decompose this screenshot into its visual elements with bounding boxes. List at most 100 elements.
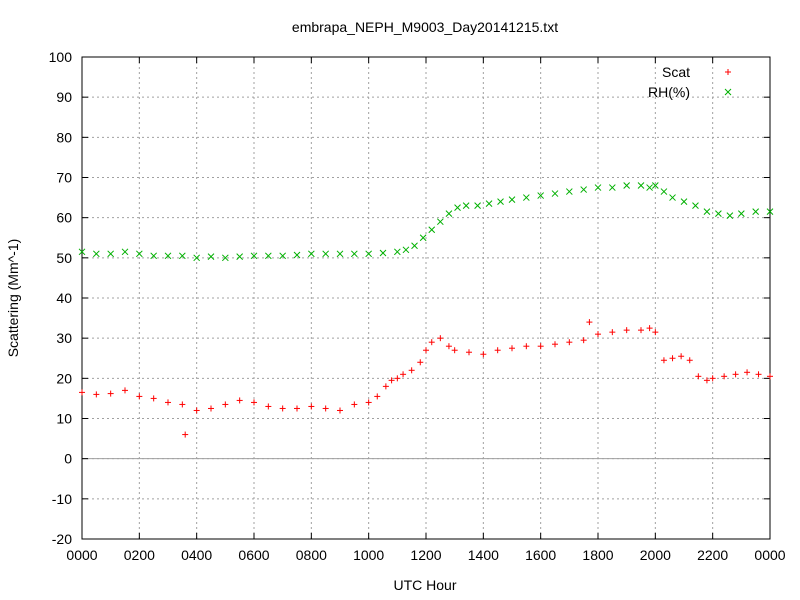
legend-marker-symbol bbox=[724, 88, 732, 96]
y-tick-label: 70 bbox=[56, 170, 72, 186]
y-tick-label: 30 bbox=[56, 330, 72, 346]
marker-stroke bbox=[692, 202, 699, 209]
data-point bbox=[692, 202, 699, 209]
data-point bbox=[208, 405, 214, 412]
marker-stroke bbox=[580, 186, 588, 193]
data-point bbox=[566, 339, 573, 346]
data-point bbox=[221, 254, 229, 262]
data-point bbox=[351, 401, 358, 408]
x-tick-label: 0800 bbox=[296, 547, 327, 563]
marker-stroke bbox=[715, 210, 722, 218]
x-tick-label: 2200 bbox=[697, 547, 728, 563]
axis-ticks bbox=[81, 56, 771, 540]
data-point bbox=[279, 405, 286, 412]
marker-stroke bbox=[623, 182, 631, 189]
data-point bbox=[236, 253, 244, 260]
data-point bbox=[308, 403, 315, 410]
data-point bbox=[552, 341, 558, 348]
data-point bbox=[164, 252, 172, 260]
data-point bbox=[322, 250, 330, 258]
x-tick-label: 1800 bbox=[582, 547, 613, 563]
data-point bbox=[150, 252, 158, 260]
marker-stroke bbox=[522, 194, 530, 201]
legend-marker-scat bbox=[725, 69, 731, 75]
marker-stroke bbox=[419, 234, 427, 242]
data-point bbox=[394, 375, 401, 382]
x-tick-label: 1200 bbox=[410, 547, 441, 563]
data-point bbox=[382, 383, 389, 390]
marker-stroke bbox=[508, 196, 516, 203]
marker-stroke bbox=[646, 184, 653, 191]
marker-stroke bbox=[164, 252, 172, 260]
data-point bbox=[437, 335, 444, 342]
data-point bbox=[428, 339, 435, 346]
marker-stroke bbox=[193, 254, 201, 262]
marker-stroke bbox=[637, 182, 645, 189]
data-point bbox=[732, 371, 739, 378]
y-axis-tick-labels: -20 -10 0 10 20 30 40 50 60 70 80 90 100 bbox=[49, 49, 73, 547]
marker-stroke bbox=[660, 188, 668, 195]
marker-stroke bbox=[402, 246, 410, 254]
data-point bbox=[428, 226, 436, 234]
x-tick-label: 0400 bbox=[181, 547, 212, 563]
marker-stroke bbox=[279, 252, 287, 260]
data-point bbox=[322, 405, 329, 412]
data-point bbox=[737, 210, 745, 218]
x-tick-label: 1000 bbox=[353, 547, 384, 563]
data-point bbox=[408, 367, 415, 374]
data-point bbox=[565, 188, 573, 195]
marker-stroke bbox=[428, 226, 436, 234]
y-axis-label: Scattering (Mm^-1) bbox=[5, 239, 21, 358]
data-point bbox=[755, 371, 762, 378]
data-point bbox=[709, 375, 716, 382]
marker-stroke bbox=[565, 188, 573, 195]
data-point bbox=[107, 250, 115, 258]
data-point bbox=[107, 390, 114, 397]
y-tick-label: 0 bbox=[64, 451, 72, 467]
data-point bbox=[537, 343, 544, 350]
data-point bbox=[454, 204, 461, 211]
marker-stroke bbox=[150, 252, 158, 260]
data-point bbox=[179, 401, 186, 408]
data-point bbox=[669, 355, 676, 362]
marker-stroke bbox=[307, 250, 315, 258]
data-point bbox=[307, 250, 315, 258]
series-scat bbox=[79, 319, 773, 438]
data-point bbox=[695, 373, 702, 380]
data-point bbox=[445, 343, 452, 350]
legend-marker-rh bbox=[724, 88, 732, 96]
data-point bbox=[374, 393, 381, 400]
x-tick-label: 1400 bbox=[468, 547, 499, 563]
data-point bbox=[264, 252, 272, 260]
x-axis-tick-labels: 0000 0200 0400 0600 0800 1000 1200 1400 1600 1800… bbox=[66, 547, 785, 563]
marker-stroke bbox=[236, 253, 244, 260]
legend-marker-symbol bbox=[725, 69, 731, 75]
data-point bbox=[251, 399, 257, 406]
marker-stroke bbox=[724, 88, 732, 96]
marker-stroke bbox=[365, 250, 373, 258]
marker-stroke bbox=[537, 192, 545, 199]
marker-stroke bbox=[551, 190, 559, 197]
x-tick-label: 0000 bbox=[66, 547, 97, 563]
data-point bbox=[466, 349, 472, 356]
data-point bbox=[522, 194, 530, 201]
legend-entry-scat: Scat bbox=[662, 64, 731, 80]
marker-stroke bbox=[726, 212, 734, 220]
marker-stroke bbox=[462, 202, 470, 209]
x-tick-label: 1600 bbox=[525, 547, 556, 563]
data-point bbox=[122, 387, 128, 394]
data-point bbox=[92, 250, 100, 258]
data-point bbox=[646, 184, 653, 191]
data-point bbox=[669, 194, 676, 201]
marker-stroke bbox=[250, 252, 258, 260]
marker-stroke bbox=[221, 254, 229, 262]
marker-stroke bbox=[669, 194, 676, 201]
data-point bbox=[350, 250, 358, 258]
marker-stroke bbox=[207, 253, 215, 260]
data-point bbox=[93, 391, 100, 398]
data-point bbox=[393, 248, 401, 256]
marker-stroke bbox=[445, 210, 453, 218]
data-point bbox=[586, 319, 593, 326]
data-point bbox=[423, 347, 429, 354]
